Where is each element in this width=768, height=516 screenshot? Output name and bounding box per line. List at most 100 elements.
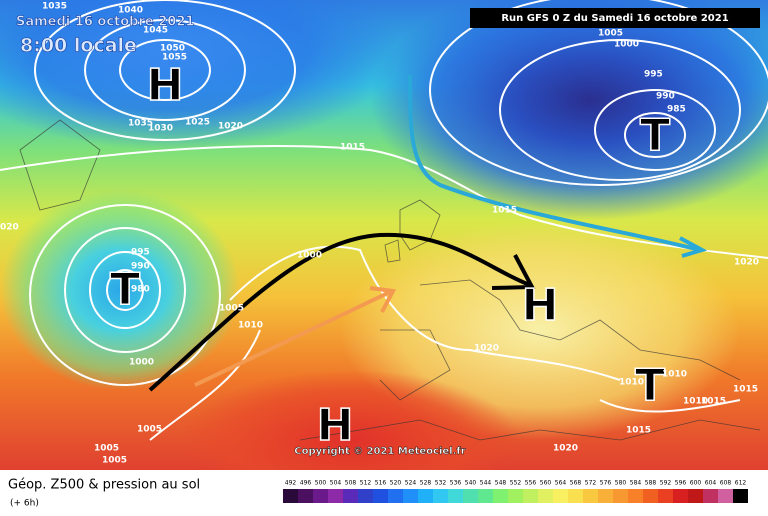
scale-label: 600 bbox=[690, 480, 702, 487]
scale-cell bbox=[508, 489, 523, 503]
isobar-label: 1020 bbox=[474, 344, 499, 354]
scale-cell bbox=[463, 489, 478, 503]
isobar-label: 1005 bbox=[219, 304, 244, 314]
pressure-center: H bbox=[522, 280, 559, 331]
scale-label: 520 bbox=[390, 480, 402, 487]
scale-label: 540 bbox=[465, 480, 477, 487]
scale-label: 544 bbox=[480, 480, 492, 487]
scale-label: 516 bbox=[375, 480, 387, 487]
isobar-label: 1025 bbox=[185, 118, 210, 128]
local-time: 8:00 locale bbox=[20, 35, 137, 57]
scale-label: 560 bbox=[540, 480, 552, 487]
scale-label: 500 bbox=[315, 480, 327, 487]
scale-cell bbox=[283, 489, 298, 503]
scale-label: 528 bbox=[420, 480, 432, 487]
isobar-label: 985 bbox=[667, 105, 686, 115]
scale-label: 548 bbox=[495, 480, 507, 487]
scale-cell bbox=[553, 489, 568, 503]
scale-cell bbox=[328, 489, 343, 503]
isobar-label: 1000 bbox=[129, 358, 154, 368]
scale-cell bbox=[298, 489, 313, 503]
scale-label: 524 bbox=[405, 480, 417, 487]
scale-label: 592 bbox=[660, 480, 672, 487]
scale-cell bbox=[373, 489, 388, 503]
isobar-label: 1050 bbox=[160, 44, 185, 54]
scale-label: 508 bbox=[345, 480, 357, 487]
isobar-label: 1005 bbox=[137, 425, 162, 435]
copyright: Copyright © 2021 Meteociel.fr bbox=[294, 446, 465, 457]
scale-label: 532 bbox=[435, 480, 447, 487]
scale-cell bbox=[388, 489, 403, 503]
isobar-label: 990 bbox=[656, 92, 675, 102]
scale-cell bbox=[643, 489, 658, 503]
pressure-center: T bbox=[640, 110, 670, 161]
isobars bbox=[0, 0, 768, 440]
legend-title: Géop. Z500 & pression au sol bbox=[8, 478, 200, 493]
scale-label: 556 bbox=[525, 480, 537, 487]
scale-label: 604 bbox=[705, 480, 717, 487]
isobar-label: 1010 bbox=[683, 397, 708, 407]
scale-label: 576 bbox=[600, 480, 612, 487]
scale-cell bbox=[568, 489, 583, 503]
isobar-label: 980 bbox=[131, 285, 150, 295]
isobar-label: 1035 bbox=[128, 119, 153, 129]
scale-cell bbox=[448, 489, 463, 503]
isobar-label: 995 bbox=[131, 248, 150, 258]
isobar-label: 1020 bbox=[734, 258, 759, 268]
isobar-label: 1000 bbox=[297, 251, 322, 261]
scale-label: 572 bbox=[585, 480, 597, 487]
isobar-label: 1015 bbox=[340, 143, 365, 153]
scale-cell bbox=[538, 489, 553, 503]
scale-cell bbox=[313, 489, 328, 503]
flow-arrows bbox=[148, 74, 708, 392]
pressure-center: H bbox=[317, 400, 354, 451]
scale-cell bbox=[583, 489, 598, 503]
isobar-label: 1015 bbox=[492, 206, 517, 216]
isobar-label: 1005 bbox=[102, 456, 127, 466]
scale-cell bbox=[673, 489, 688, 503]
scale-cell bbox=[523, 489, 538, 503]
scale-cell bbox=[343, 489, 358, 503]
scale-label: 568 bbox=[570, 480, 582, 487]
isobar-label: 020 bbox=[0, 223, 19, 233]
isobar-label: 1000 bbox=[614, 40, 639, 50]
scale-label: 608 bbox=[720, 480, 732, 487]
scale-label: 580 bbox=[615, 480, 627, 487]
isobar-label: 1005 bbox=[94, 444, 119, 454]
scale-cell bbox=[613, 489, 628, 503]
coastlines bbox=[19, 119, 761, 441]
scale-cell bbox=[358, 489, 373, 503]
scale-cell bbox=[688, 489, 703, 503]
isobar-label: 1045 bbox=[143, 26, 168, 36]
scale-label: 536 bbox=[450, 480, 462, 487]
run-box bbox=[470, 8, 760, 28]
scale-cell bbox=[733, 489, 748, 503]
isobar-label: 1010 bbox=[238, 321, 263, 331]
scale-cell bbox=[628, 489, 643, 503]
color-scale: 492 496 500 504 508 512 516 520 524 528 532 536 540 5… bbox=[283, 480, 748, 503]
scale-label: 612 bbox=[735, 480, 747, 487]
scale-cell bbox=[703, 489, 718, 503]
scale-cell bbox=[718, 489, 733, 503]
isobar-label: 1020 bbox=[218, 122, 243, 132]
scale-label: 596 bbox=[675, 480, 687, 487]
lead-time: (+ 6h) bbox=[10, 499, 39, 509]
scale-label: 504 bbox=[330, 480, 342, 487]
scale-label: 584 bbox=[630, 480, 642, 487]
pressure-center: T bbox=[110, 264, 140, 315]
isobar-label: 995 bbox=[644, 70, 663, 80]
scale-label: 492 bbox=[285, 480, 297, 487]
isobar-label: 1015 bbox=[626, 426, 651, 436]
scale-label: 588 bbox=[645, 480, 657, 487]
isobar-label: 1015 bbox=[733, 385, 758, 395]
isobar-label: 1030 bbox=[148, 124, 173, 134]
scale-cell bbox=[418, 489, 433, 503]
scale-cell bbox=[478, 489, 493, 503]
scale-label: 496 bbox=[300, 480, 312, 487]
scale-label: 552 bbox=[510, 480, 522, 487]
scale-cell bbox=[493, 489, 508, 503]
isobar-label: 1015 bbox=[701, 397, 726, 407]
